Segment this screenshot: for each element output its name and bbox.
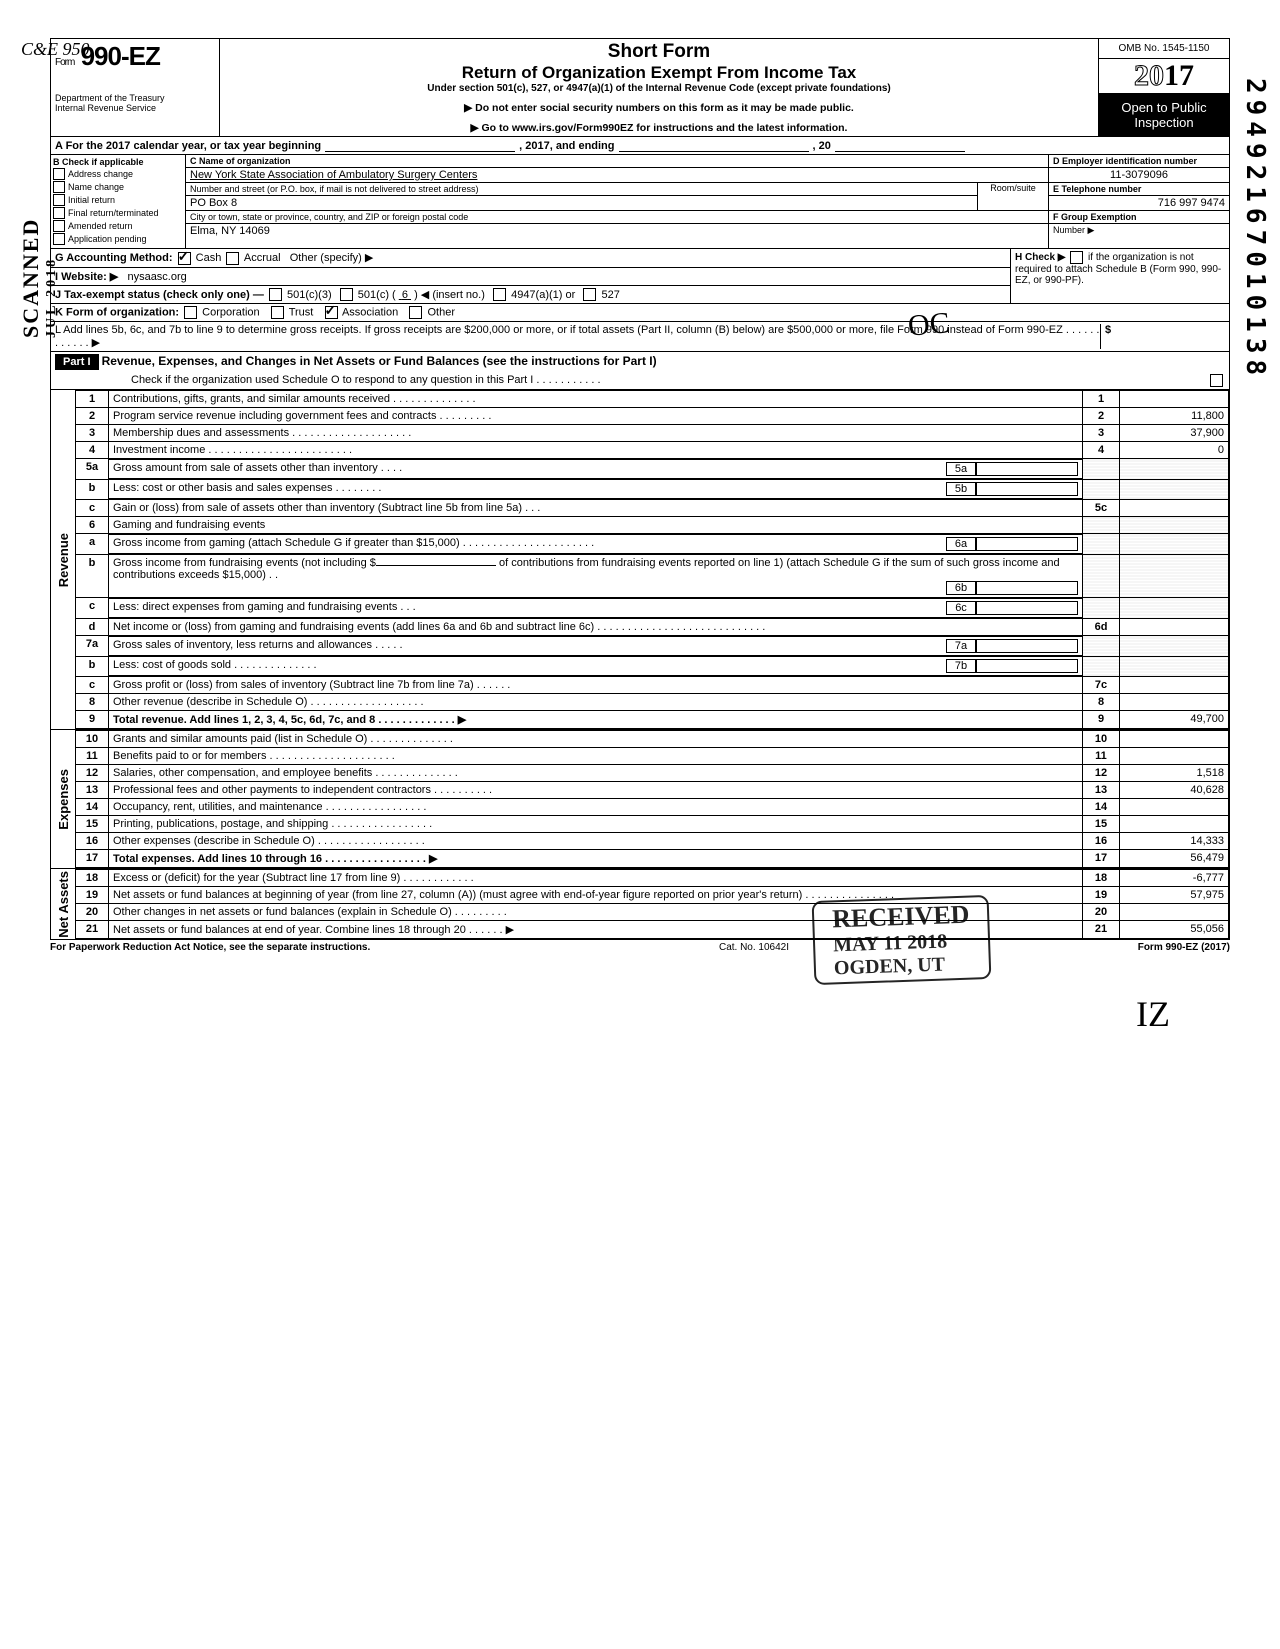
rows-g-to-l: G Accounting Method: Cash Accrual Other … <box>50 249 1230 304</box>
side-document-number: 29492167010138 <box>1240 78 1270 381</box>
line-a-prefix: A For the 2017 calendar year, or tax yea… <box>55 140 321 152</box>
expenses-label: Expenses <box>56 769 71 830</box>
footer-left: For Paperwork Reduction Act Notice, see … <box>50 942 370 953</box>
netassets-label: Net Assets <box>56 871 71 938</box>
chk-4947[interactable] <box>493 288 506 301</box>
website-value: nysaasc.org <box>127 271 186 283</box>
ce-stamp: C&E 950 <box>21 39 90 60</box>
chk-initial-return[interactable]: Initial return <box>53 194 183 206</box>
chk-final-return[interactable]: Final return/terminated <box>53 207 183 219</box>
chk-amended-return[interactable]: Amended return <box>53 220 183 232</box>
instr-ssn: ▶ Do not enter social security numbers o… <box>226 102 1092 114</box>
chk-schedule-o-part1[interactable] <box>1210 374 1223 387</box>
part1-title: Revenue, Expenses, and Changes in Net As… <box>102 354 657 368</box>
revenue-table: 1Contributions, gifts, grants, and simil… <box>76 390 1229 729</box>
addr-label: Number and street (or P.O. box, if mail … <box>186 183 977 196</box>
dept-label: Department of the Treasury Internal Reve… <box>55 94 215 114</box>
chk-527[interactable] <box>583 288 596 301</box>
phone-value: 716 997 9474 <box>1049 196 1229 210</box>
row-k: K Form of organization: Corporation Trus… <box>50 304 1230 322</box>
row-l-dollar: $ <box>1105 324 1111 336</box>
addr-value: PO Box 8 <box>186 196 977 210</box>
title-short-form: Short Form <box>226 41 1092 63</box>
omb-number: OMB No. 1545-1150 <box>1099 39 1229 59</box>
row-g: G Accounting Method: Cash Accrual Other … <box>51 249 1010 268</box>
netassets-table: 18Excess or (deficit) for the year (Subt… <box>76 869 1229 939</box>
chk-name-change[interactable]: Name change <box>53 181 183 193</box>
form-number-text: 990-EZ <box>81 41 160 71</box>
revenue-label: Revenue <box>56 533 71 587</box>
row-i: I Website: ▶ nysaasc.org <box>51 268 1010 286</box>
expenses-table: 10Grants and similar amounts paid (list … <box>76 730 1229 868</box>
part1-bar: Part I <box>55 354 99 370</box>
expenses-section: Expenses 10Grants and similar amounts pa… <box>50 730 1230 869</box>
chk-schedule-b[interactable] <box>1070 251 1083 264</box>
part1-header: Part I Revenue, Expenses, and Changes in… <box>50 352 1230 390</box>
netassets-section: Net Assets 18Excess or (deficit) for the… <box>50 869 1230 940</box>
city-value: Elma, NY 14069 <box>186 224 1048 238</box>
ein-value: 11-3079096 <box>1049 168 1229 182</box>
line-a-begin-blank[interactable] <box>325 139 515 152</box>
chk-accrual[interactable] <box>226 252 239 265</box>
line-a-mid: , 2017, and ending <box>519 140 614 152</box>
row-l: L Add lines 5b, 6c, and 7b to line 9 to … <box>50 322 1230 352</box>
d-label: D Employer identification number <box>1049 155 1229 168</box>
scanned-stamp-sub: JUL 2018 <box>44 218 60 338</box>
city-label: City or town, state or province, country… <box>186 211 1048 224</box>
b-label: B Check if applicable <box>53 157 183 167</box>
header-info-block: B Check if applicable Address change Nam… <box>50 155 1230 249</box>
subtitle: Under section 501(c), 527, or 4947(a)(1)… <box>226 83 1092 94</box>
line-a: A For the 2017 calendar year, or tax yea… <box>50 137 1230 155</box>
f-sub: Number ▶ <box>1049 224 1229 237</box>
line-a-year-blank[interactable] <box>835 139 965 152</box>
f-label: F Group Exemption <box>1049 210 1229 224</box>
chk-association[interactable] <box>325 306 338 319</box>
header-middle: Short Form Return of Organization Exempt… <box>220 39 1099 136</box>
chk-other-org[interactable] <box>409 306 422 319</box>
otp-line1: Open to Public <box>1101 100 1227 115</box>
form-990ez: SCANNED JUL 2018 29492167010138 C&E 950 … <box>50 38 1230 955</box>
col-def: D Employer identification number 11-3079… <box>1049 155 1229 248</box>
chk-corporation[interactable] <box>184 306 197 319</box>
col-c: C Name of organization New York State As… <box>186 155 1049 248</box>
footer-right: Form 990-EZ (2017) <box>1138 942 1230 953</box>
chk-501c[interactable] <box>340 288 353 301</box>
e-label: E Telephone number <box>1049 182 1229 196</box>
stamp-line3: OGDEN, UT <box>833 953 971 981</box>
chk-trust[interactable] <box>271 306 284 319</box>
open-to-public: Open to Public Inspection <box>1099 94 1229 136</box>
form-footer: For Paperwork Reduction Act Notice, see … <box>50 940 1230 955</box>
scanned-stamp: SCANNED JUL 2018 <box>18 218 60 338</box>
c-label: C Name of organization <box>186 155 1048 168</box>
chk-501c3[interactable] <box>269 288 282 301</box>
tax-year: 2017 <box>1099 59 1229 94</box>
chk-address-change[interactable]: Address change <box>53 168 183 180</box>
revenue-section: Revenue 1Contributions, gifts, grants, a… <box>50 390 1230 730</box>
signature-mark: IZ <box>1136 993 1170 1035</box>
header-right: OMB No. 1545-1150 2017 Open to Public In… <box>1099 39 1229 136</box>
otp-line2: Inspection <box>1101 115 1227 130</box>
part1-checkline: Check if the organization used Schedule … <box>131 374 1208 387</box>
instr-url: ▶ Go to www.irs.gov/Form990EZ for instru… <box>226 122 1092 134</box>
footer-mid: Cat. No. 10642I <box>719 942 789 953</box>
room-label: Room/suite <box>978 183 1048 210</box>
title-return: Return of Organization Exempt From Incom… <box>226 63 1092 83</box>
col-b: B Check if applicable Address change Nam… <box>51 155 186 248</box>
row-h: H Check ▶ if the organization is not req… <box>1011 249 1229 303</box>
row-j: J Tax-exempt status (check only one) — 5… <box>51 286 1010 304</box>
scanned-stamp-main: SCANNED <box>18 218 43 338</box>
form-header: C&E 950 Form 990-EZ Department of the Tr… <box>50 38 1230 137</box>
header-left: C&E 950 Form 990-EZ Department of the Tr… <box>51 39 220 136</box>
initials-mark: OC <box>907 306 951 344</box>
line-a-suffix: , 20 <box>813 140 831 152</box>
line-a-end-blank[interactable] <box>619 139 809 152</box>
chk-cash[interactable] <box>178 252 191 265</box>
org-name: New York State Association of Ambulatory… <box>186 168 1048 182</box>
chk-application-pending[interactable]: Application pending <box>53 233 183 245</box>
